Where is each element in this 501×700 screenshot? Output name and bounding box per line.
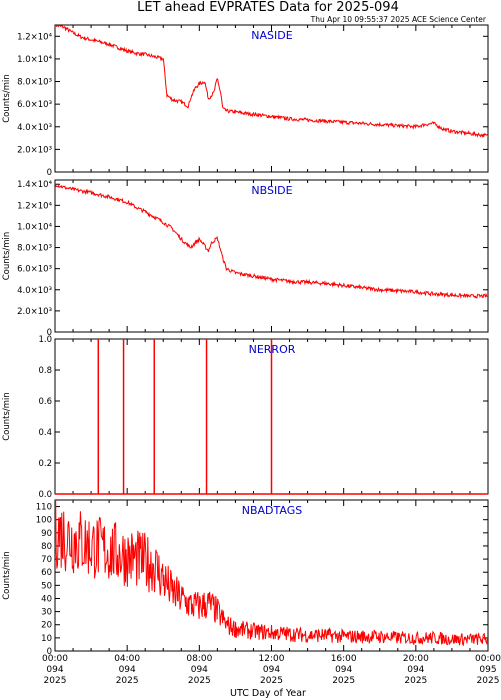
y-tick-label: 0.0 (38, 490, 52, 500)
panel-title: NBADTAGS (242, 504, 302, 517)
panel-nerror: 0.0 0.2 0.4 0.6 0.8 1.0 Counts/min NERROR (2, 335, 489, 500)
y-tick-label: 50 (41, 581, 52, 591)
y-tick-label: 1.0 (38, 335, 52, 345)
y-tick-label: 1.4×10⁴ (17, 180, 52, 190)
y-tick-label: 0 (47, 328, 52, 338)
y-tick-label: 0.8 (38, 366, 52, 376)
y-tick-label: 40 (41, 594, 52, 604)
y-tick-label: 1.0×10⁴ (17, 55, 52, 65)
y-tick-label: 20 (41, 621, 52, 631)
y-axis-label: Counts/min (2, 392, 12, 441)
y-tick-label: 8.0×10³ (17, 78, 52, 88)
y-tick-label: 0 (47, 168, 52, 178)
y-tick-label: 2.0×10³ (17, 307, 52, 317)
x-tick-time: 12:00 (259, 654, 285, 664)
panel-nbside: 0 2.0×10³ 4.0×10³ 6.0×10³ 8.0×10³ 1.0×10⁴ 1.2×… (2, 179, 489, 338)
x-tick-time: 00:00 (475, 654, 501, 664)
x-tick-year: 2025 (260, 676, 283, 686)
x-tick-doy: 094 (119, 665, 136, 675)
y-axis-label: Counts/min (2, 551, 12, 600)
x-tick-time: 08:00 (186, 654, 212, 664)
y-tick-label: 30 (41, 608, 52, 618)
y-axis-label: Counts/min (2, 74, 12, 123)
chart-title: LET ahead EVPRATES Data for 2025-094 (137, 0, 399, 15)
x-axis-labels: 00:00094202504:00094202508:00094202512:0… (42, 654, 501, 686)
y-tick-label: 8.0×10³ (17, 244, 52, 254)
series-line (55, 500, 488, 647)
generation-timestamp: Thu Apr 10 09:55:37 2025 ACE Science Cen… (310, 15, 487, 24)
panel-title: NBSIDE (251, 184, 292, 197)
series-line (55, 25, 488, 138)
y-tick-label: 0 (47, 647, 52, 657)
x-axis-label: UTC Day of Year (230, 688, 306, 699)
y-tick-label: 4.0×10³ (17, 286, 52, 296)
y-tick-label: 1.0×10⁴ (17, 222, 52, 232)
y-axis-label: Counts/min (2, 232, 12, 281)
panel-title: NERROR (249, 343, 296, 356)
x-tick-time: 20:00 (403, 654, 429, 664)
y-tick-label: 2.0×10³ (17, 145, 52, 155)
x-tick-year: 2025 (404, 676, 427, 686)
y-tick-label: 0.4 (38, 428, 52, 438)
panel-nbadtags: 0 10 20 30 40 50 60 70 80 90 100 110 Counts/min NBADT… (2, 499, 489, 657)
y-tick-label: 70 (41, 555, 52, 565)
y-tick-label: 4.0×10³ (17, 123, 52, 133)
y-tick-label: 80 (41, 542, 52, 552)
y-tick-label: 1.2×10⁴ (17, 32, 52, 42)
y-tick-label: 6.0×10³ (17, 100, 52, 110)
y-tick-label: 60 (41, 568, 52, 578)
y-tick-label: 6.0×10³ (17, 265, 52, 275)
y-tick-label: 110 (36, 503, 52, 513)
x-tick-doy: 095 (479, 665, 496, 675)
x-tick-time: 16:00 (331, 654, 357, 664)
y-tick-label: 1.2×10⁴ (17, 201, 52, 211)
series-line (55, 183, 488, 299)
x-tick-year: 2025 (44, 676, 67, 686)
panel-naside: 0 2.0×10³ 4.0×10³ 6.0×10³ 8.0×10³ 1.0×10⁴ 1.2×… (2, 24, 489, 178)
x-tick-doy: 094 (335, 665, 352, 675)
x-tick-doy: 094 (263, 665, 280, 675)
x-tick-doy: 094 (407, 665, 424, 675)
y-tick-label: 10 (41, 634, 52, 644)
y-tick-label: 0.6 (38, 397, 52, 407)
x-tick-year: 2025 (116, 676, 139, 686)
x-tick-year: 2025 (332, 676, 355, 686)
y-tick-label: 100 (36, 516, 52, 526)
x-tick-time: 00:00 (42, 654, 68, 664)
y-tick-label: 0.2 (38, 459, 52, 469)
y-tick-label: 90 (41, 529, 52, 539)
plot-frame (54, 179, 489, 333)
x-tick-time: 04:00 (114, 654, 140, 664)
x-tick-year: 2025 (188, 676, 211, 686)
panels-group: 0 2.0×10³ 4.0×10³ 6.0×10³ 8.0×10³ 1.0×10⁴ 1.2×… (2, 24, 489, 657)
plot-frame (54, 24, 489, 173)
x-tick-doy: 094 (191, 665, 208, 675)
panel-title: NASIDE (251, 29, 292, 42)
x-tick-doy: 094 (46, 665, 63, 675)
x-tick-year: 2025 (477, 676, 500, 686)
